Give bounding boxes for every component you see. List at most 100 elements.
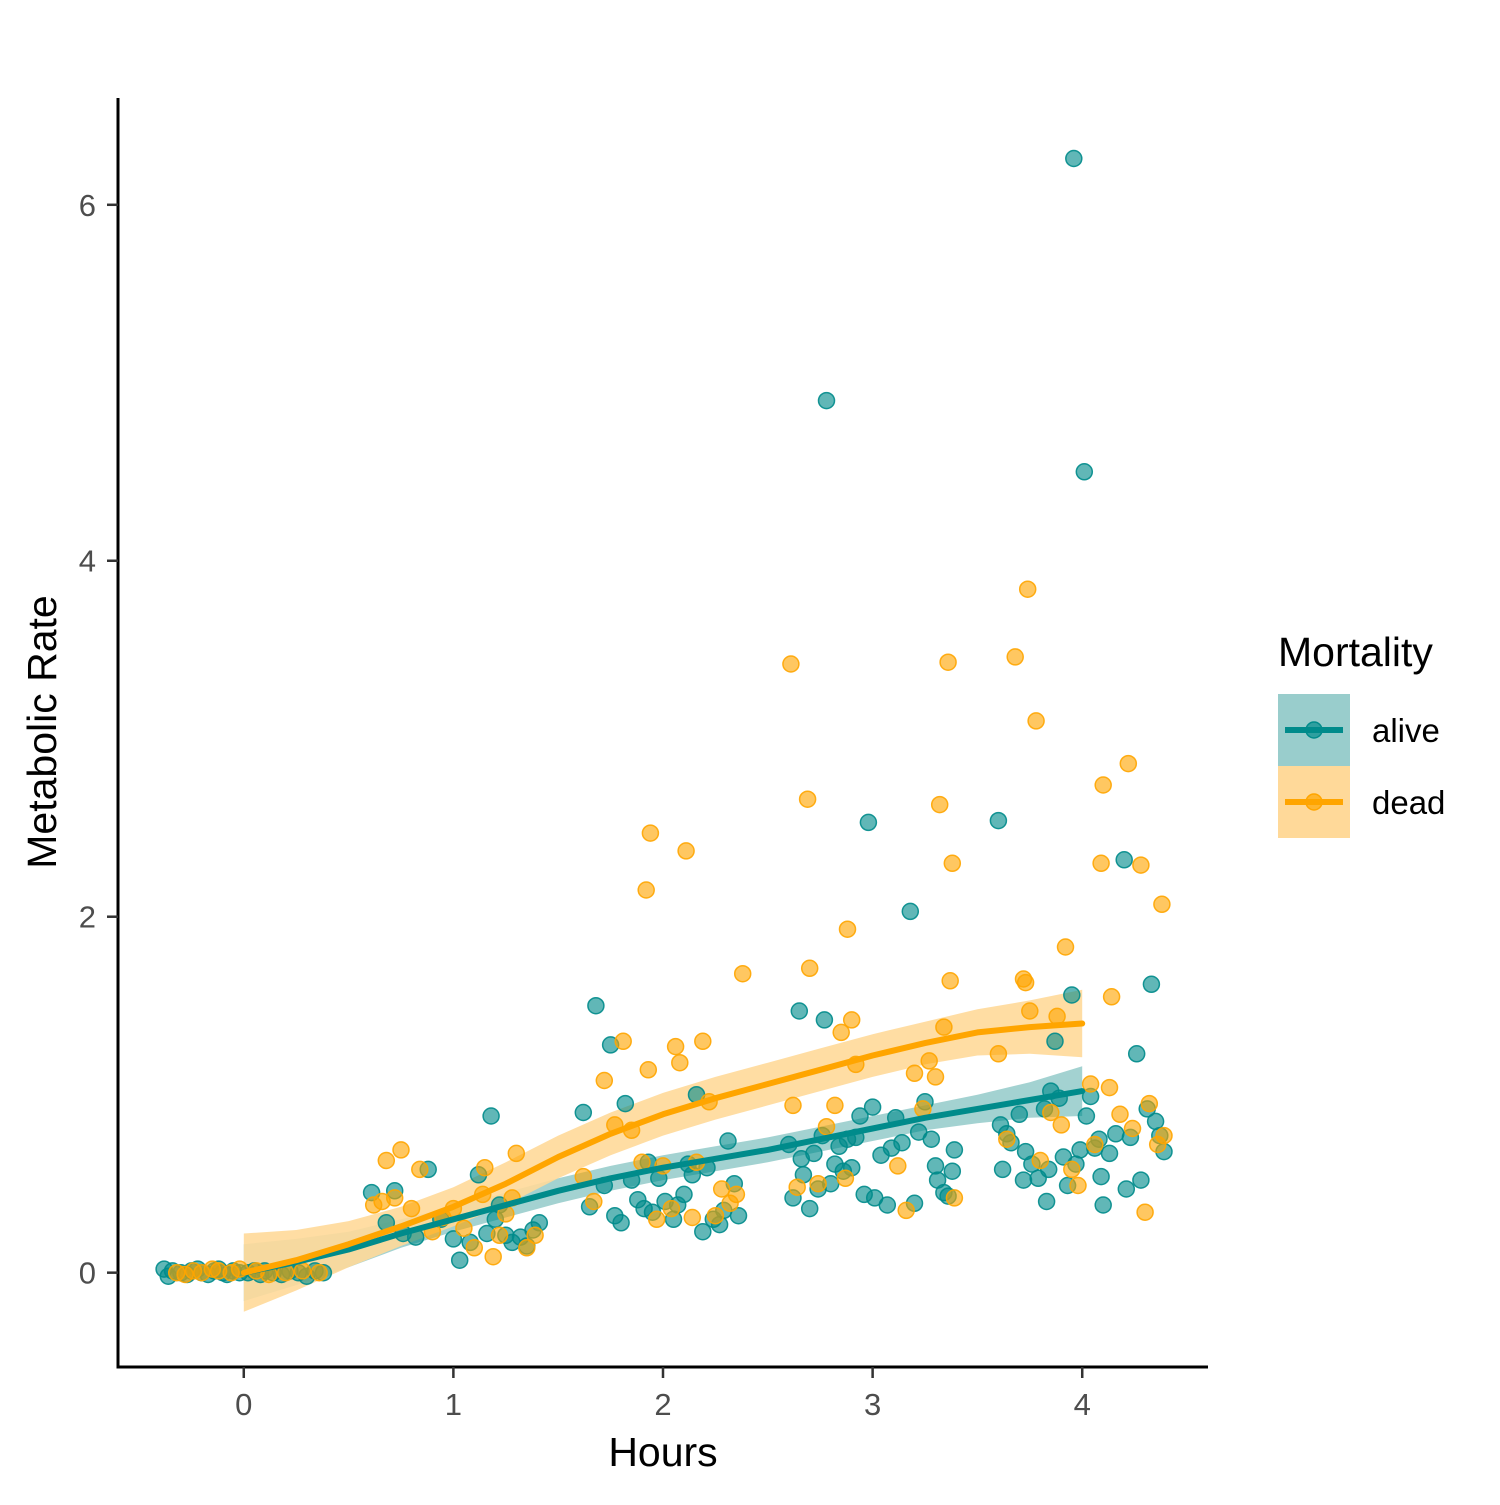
point-dead — [1155, 1126, 1173, 1145]
point-alive — [450, 1251, 469, 1269]
point-dead — [677, 842, 695, 860]
point-dead — [1100, 1078, 1119, 1097]
point-alive — [1010, 1105, 1029, 1124]
point-dead — [1006, 648, 1024, 666]
point-dead — [1123, 1119, 1142, 1138]
point-dead — [1069, 1176, 1087, 1195]
point-alive — [1063, 986, 1081, 1004]
point-dead — [637, 881, 655, 899]
point-dead — [1153, 895, 1171, 914]
point-alive — [1094, 1196, 1112, 1214]
point-dead — [788, 1178, 806, 1196]
point-dead — [1063, 1160, 1081, 1179]
point-alive — [859, 813, 878, 832]
point-alive — [694, 1222, 712, 1241]
point-dead — [1021, 1002, 1039, 1020]
point-alive — [1142, 975, 1161, 994]
points-layer — [155, 149, 1173, 1285]
point-dead — [1086, 1135, 1104, 1154]
point-dead — [293, 1262, 312, 1280]
point-dead — [826, 1096, 844, 1115]
point-alive — [444, 1230, 463, 1248]
legend-label-dead: dead — [1372, 784, 1445, 821]
point-alive — [817, 391, 836, 410]
point-alive — [800, 1199, 819, 1218]
point-dead — [392, 1141, 410, 1159]
point-dead — [842, 1011, 861, 1029]
point-dead — [641, 824, 660, 842]
point-dead — [798, 790, 817, 808]
point-dead — [800, 959, 819, 978]
legend: Mortality alive dead — [1278, 629, 1445, 838]
point-dead — [385, 1189, 404, 1207]
point-alive — [1092, 1167, 1110, 1186]
point-dead — [941, 972, 959, 990]
point-dead — [1027, 712, 1045, 730]
point-dead — [930, 795, 949, 814]
point-alive — [1077, 1107, 1096, 1125]
point-dead — [507, 1144, 526, 1163]
fit-line-alive — [240, 1088, 1086, 1276]
fit-line-layer — [240, 1020, 1086, 1276]
point-alive — [815, 1011, 834, 1029]
x-tick-label: 4 — [1074, 1387, 1091, 1422]
point-dead — [836, 1169, 855, 1188]
point-dead — [817, 1117, 836, 1136]
point-alive — [729, 1206, 748, 1225]
point-dead — [526, 1226, 544, 1245]
point-dead — [1094, 776, 1112, 794]
point-dead — [683, 1208, 702, 1227]
point-alive — [945, 1141, 964, 1159]
point-dead — [712, 1180, 731, 1198]
point-alive — [719, 1132, 737, 1150]
point-dead — [402, 1199, 421, 1218]
point-dead — [411, 1160, 429, 1179]
point-dead — [733, 964, 752, 983]
point-dead — [945, 1189, 964, 1207]
point-alive — [1127, 1045, 1146, 1063]
point-alive — [878, 1196, 897, 1214]
legend-title: Mortality — [1278, 629, 1433, 675]
legend-key-point-alive — [1305, 721, 1323, 739]
point-alive — [1115, 851, 1133, 869]
point-alive — [901, 902, 920, 921]
point-dead — [926, 1068, 945, 1086]
axes-layer: 0 1 2 3 4 0 2 4 6 — [79, 98, 1208, 1422]
y-axis-title: Metabolic Rate — [19, 595, 65, 868]
point-dead — [1111, 1105, 1129, 1124]
point-alive — [1014, 1171, 1033, 1189]
x-tick-label: 1 — [445, 1387, 462, 1422]
point-alive — [616, 1094, 635, 1113]
point-alive — [1065, 149, 1083, 168]
point-alive — [993, 1160, 1012, 1179]
point-dead — [455, 1219, 473, 1237]
y-tick-label: 4 — [79, 544, 96, 579]
x-axis-title: Hours — [608, 1429, 717, 1475]
point-dead — [671, 1053, 689, 1072]
point-dead — [1042, 1103, 1060, 1122]
point-alive — [943, 1162, 962, 1180]
point-dead — [1016, 973, 1035, 992]
point-dead — [647, 1210, 666, 1229]
x-tick-label: 3 — [864, 1387, 881, 1422]
point-dead — [310, 1263, 328, 1282]
point-alive — [863, 1098, 882, 1116]
point-dead — [889, 1157, 907, 1175]
point-dead — [484, 1247, 502, 1266]
x-tick-label: 2 — [654, 1387, 671, 1422]
legend-label-alive: alive — [1372, 712, 1440, 749]
point-dead — [1052, 1116, 1071, 1134]
point-alive — [574, 1103, 593, 1122]
legend-key-point-dead — [1305, 793, 1323, 811]
point-dead — [1018, 580, 1037, 598]
point-alive — [1071, 1141, 1089, 1159]
point-dead — [897, 1201, 915, 1220]
point-dead — [939, 653, 957, 671]
ribbon-layer — [243, 989, 1083, 1312]
point-dead — [809, 1174, 827, 1193]
point-dead — [920, 1052, 938, 1070]
point-dead — [1136, 1203, 1154, 1221]
y-tick-label: 2 — [79, 900, 96, 935]
point-dead — [1081, 1075, 1100, 1093]
